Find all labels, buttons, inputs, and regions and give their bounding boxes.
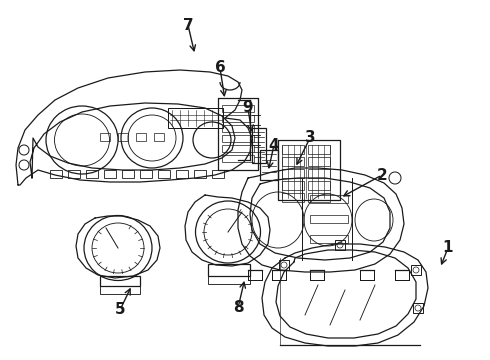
Text: 9: 9 [243, 100, 253, 116]
Text: 6: 6 [215, 60, 225, 76]
Text: 2: 2 [377, 167, 388, 183]
Text: 1: 1 [443, 240, 453, 256]
Text: 4: 4 [269, 138, 279, 153]
Text: 3: 3 [305, 130, 315, 145]
Text: 5: 5 [115, 302, 125, 318]
Text: 7: 7 [183, 18, 194, 32]
Text: 8: 8 [233, 301, 244, 315]
